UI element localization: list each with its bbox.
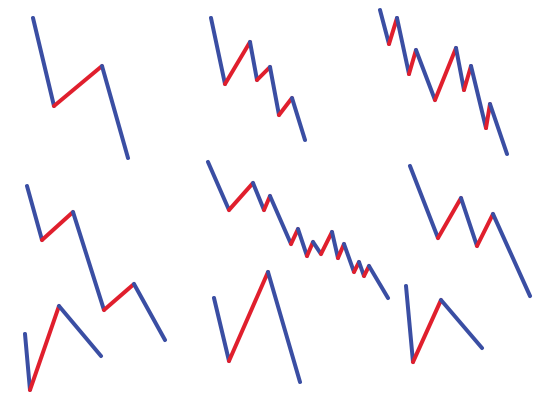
down-segment bbox=[367, 264, 390, 300]
down-segment bbox=[268, 194, 293, 246]
up-segment bbox=[277, 96, 294, 117]
down-segment bbox=[296, 227, 309, 258]
down-segment bbox=[459, 196, 479, 248]
down-segment bbox=[330, 230, 340, 260]
down-segment bbox=[404, 284, 415, 364]
down-segment bbox=[454, 46, 466, 92]
down-segment bbox=[378, 8, 391, 46]
zigzag-panel-9 bbox=[404, 284, 484, 364]
down-segment bbox=[132, 282, 167, 342]
down-segment bbox=[23, 332, 32, 392]
zigzag-panel-2 bbox=[209, 16, 307, 142]
down-segment bbox=[31, 16, 56, 108]
up-segment bbox=[28, 304, 61, 392]
up-segment bbox=[475, 212, 495, 248]
down-segment bbox=[491, 212, 532, 298]
down-segment bbox=[25, 184, 44, 242]
up-segment bbox=[462, 64, 473, 92]
down-segment bbox=[439, 298, 484, 350]
up-segment bbox=[411, 298, 443, 364]
down-segment bbox=[488, 102, 509, 156]
down-segment bbox=[57, 304, 103, 358]
zigzag-panel-3 bbox=[378, 8, 509, 156]
up-segment bbox=[227, 181, 255, 212]
up-segment bbox=[305, 240, 315, 258]
up-segment bbox=[255, 65, 272, 82]
down-segment bbox=[414, 48, 437, 102]
down-segment bbox=[100, 64, 130, 160]
up-segment bbox=[319, 230, 334, 256]
down-segment bbox=[248, 40, 259, 82]
up-segment bbox=[40, 210, 75, 242]
down-segment bbox=[290, 96, 307, 142]
down-segment bbox=[469, 64, 488, 130]
up-segment bbox=[433, 46, 458, 102]
down-segment bbox=[212, 296, 231, 363]
up-segment bbox=[102, 282, 136, 312]
up-segment bbox=[227, 270, 270, 363]
down-segment bbox=[209, 16, 227, 86]
up-segment bbox=[223, 40, 252, 86]
zigzag-panel-6 bbox=[408, 164, 532, 298]
up-segment bbox=[387, 16, 399, 46]
zigzag-panel-1 bbox=[31, 16, 130, 160]
down-segment bbox=[71, 210, 106, 312]
down-segment bbox=[395, 16, 411, 76]
zigzag-panel-4 bbox=[25, 184, 167, 342]
zigzag-panel-5 bbox=[206, 160, 390, 300]
down-segment bbox=[311, 240, 323, 256]
up-segment bbox=[52, 64, 104, 108]
zigzag-panel-8 bbox=[212, 270, 302, 384]
down-segment bbox=[251, 181, 266, 212]
down-segment bbox=[268, 65, 281, 117]
down-segment bbox=[342, 242, 356, 274]
down-segment bbox=[266, 270, 302, 384]
up-segment bbox=[407, 48, 418, 76]
zigzag-panel-7 bbox=[23, 304, 103, 392]
down-segment bbox=[206, 160, 231, 212]
down-segment bbox=[408, 164, 440, 240]
up-segment bbox=[436, 196, 463, 240]
